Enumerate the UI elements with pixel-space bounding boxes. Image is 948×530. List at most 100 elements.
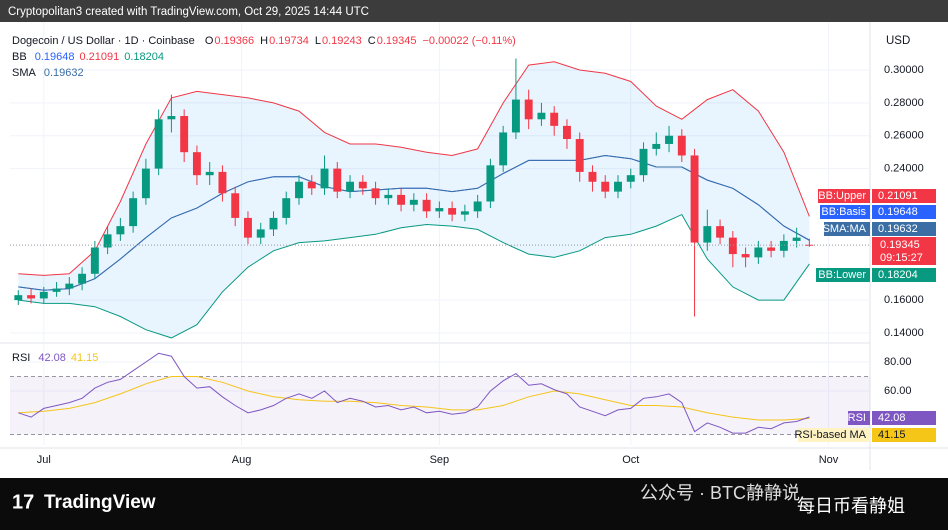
logo-mark: 17 — [12, 491, 34, 513]
x-tick-label: Sep — [430, 454, 450, 466]
legend-text: 42.08 — [38, 352, 66, 364]
bb-upper-line — [18, 61, 810, 276]
candle-body — [205, 171, 214, 176]
candle-body — [371, 188, 380, 199]
candle-body — [282, 198, 291, 218]
candle-body — [192, 152, 201, 176]
tag-label-bg — [820, 205, 870, 219]
candle-body — [27, 295, 36, 299]
candle-body — [588, 171, 597, 182]
candle-body — [665, 135, 673, 144]
bb-lower-line — [18, 213, 810, 339]
candle-body — [141, 168, 150, 199]
candle-body — [614, 181, 622, 192]
candle-body — [703, 226, 712, 243]
candle-body — [767, 247, 776, 251]
header-bar — [0, 0, 948, 22]
candle-body — [320, 168, 329, 189]
candle-body — [511, 99, 520, 133]
candle-body — [435, 208, 444, 212]
candle-body — [39, 291, 48, 299]
legend-text: 0.19345 — [377, 35, 417, 47]
candle-body — [550, 112, 559, 126]
candle-body — [473, 201, 482, 212]
tag-value: 0.19648 — [878, 206, 918, 218]
candle-body — [129, 198, 138, 227]
x-tick-label: Aug — [232, 454, 252, 466]
legend-text: 0.18204 — [124, 51, 164, 63]
candle-body — [716, 226, 725, 238]
candle-body — [116, 226, 125, 235]
legend-text: L — [315, 35, 321, 47]
candle-body — [90, 247, 99, 274]
candle-body — [269, 217, 278, 230]
plot: 0.30000 0.28000 0.26000 0.24000 0.16000 0.140… — [10, 22, 936, 466]
candle-body — [346, 181, 354, 192]
candle-body — [218, 171, 227, 194]
candle-body — [65, 283, 74, 289]
tag-label-bg — [824, 222, 870, 236]
tag-label-bg — [816, 268, 870, 282]
tag-value-bg — [872, 205, 936, 219]
candle-body — [754, 247, 763, 258]
candle-body — [575, 139, 584, 172]
rsi-band — [10, 376, 870, 435]
candle-body — [779, 240, 788, 251]
price-tag: 0.19345 — [880, 239, 920, 251]
candle-body — [626, 175, 635, 182]
x-tick-label: Jul — [37, 454, 51, 466]
rsi-line — [18, 352, 810, 434]
legend-text: 0.19632 — [44, 67, 84, 79]
header-text: Cryptopolitan3 created with TradingView.… — [8, 6, 369, 18]
legend-text: 0.19366 — [214, 35, 254, 47]
candle-body — [486, 165, 495, 202]
legend-text: RSI — [12, 352, 30, 364]
watermark: 每日币看静姐 — [797, 496, 905, 516]
tag-value-bg — [872, 428, 936, 442]
rsi-tick-label: 80.00 — [884, 356, 912, 368]
brand: TradingView — [44, 492, 156, 513]
tag-label-bg — [818, 189, 870, 203]
candle-body — [384, 194, 393, 199]
tag-label-bg — [848, 411, 870, 425]
candle-body — [231, 193, 240, 218]
candle-body — [805, 244, 814, 246]
candle-body — [103, 234, 112, 248]
tag-label: BB:Lower — [818, 269, 866, 281]
candle-body — [563, 125, 571, 140]
candle-body — [677, 135, 686, 156]
candle-body — [690, 155, 699, 243]
y-tick-label: 0.14000 — [884, 327, 924, 339]
rsi-tick-label: 60.00 — [884, 385, 912, 397]
y-tick-label: 0.16000 — [884, 294, 924, 306]
candle-body — [792, 237, 801, 241]
legend-text: 41.15 — [71, 352, 99, 364]
candle-body — [409, 199, 418, 205]
tag-label: BB:Basis — [821, 206, 866, 218]
legend-text: C — [368, 35, 376, 47]
tag-label: RSI — [848, 412, 866, 424]
countdown: 09:15:27 — [880, 252, 923, 264]
legend-text: SMA — [12, 67, 37, 79]
candle-body — [78, 273, 87, 284]
legend-text: 0.21091 — [79, 51, 119, 63]
candle-body — [358, 181, 367, 189]
candle-body — [180, 116, 189, 153]
tag-value: 41.15 — [878, 429, 906, 441]
y-tick-label: 0.26000 — [884, 130, 924, 142]
tag-value-bg — [872, 411, 936, 425]
candle-body — [741, 254, 750, 258]
candle-body — [639, 148, 648, 176]
candle-body — [460, 211, 469, 215]
candle-body — [333, 168, 342, 192]
candle-body — [256, 229, 265, 238]
legend-text: 0.19648 — [35, 51, 75, 63]
candle-body — [307, 181, 316, 189]
candle-body — [244, 217, 252, 238]
candle-body — [154, 119, 163, 169]
candle-body — [422, 199, 431, 212]
tag-label-bg — [798, 428, 870, 442]
tag-value: 0.21091 — [878, 190, 918, 202]
price-tag-bg — [872, 237, 936, 265]
